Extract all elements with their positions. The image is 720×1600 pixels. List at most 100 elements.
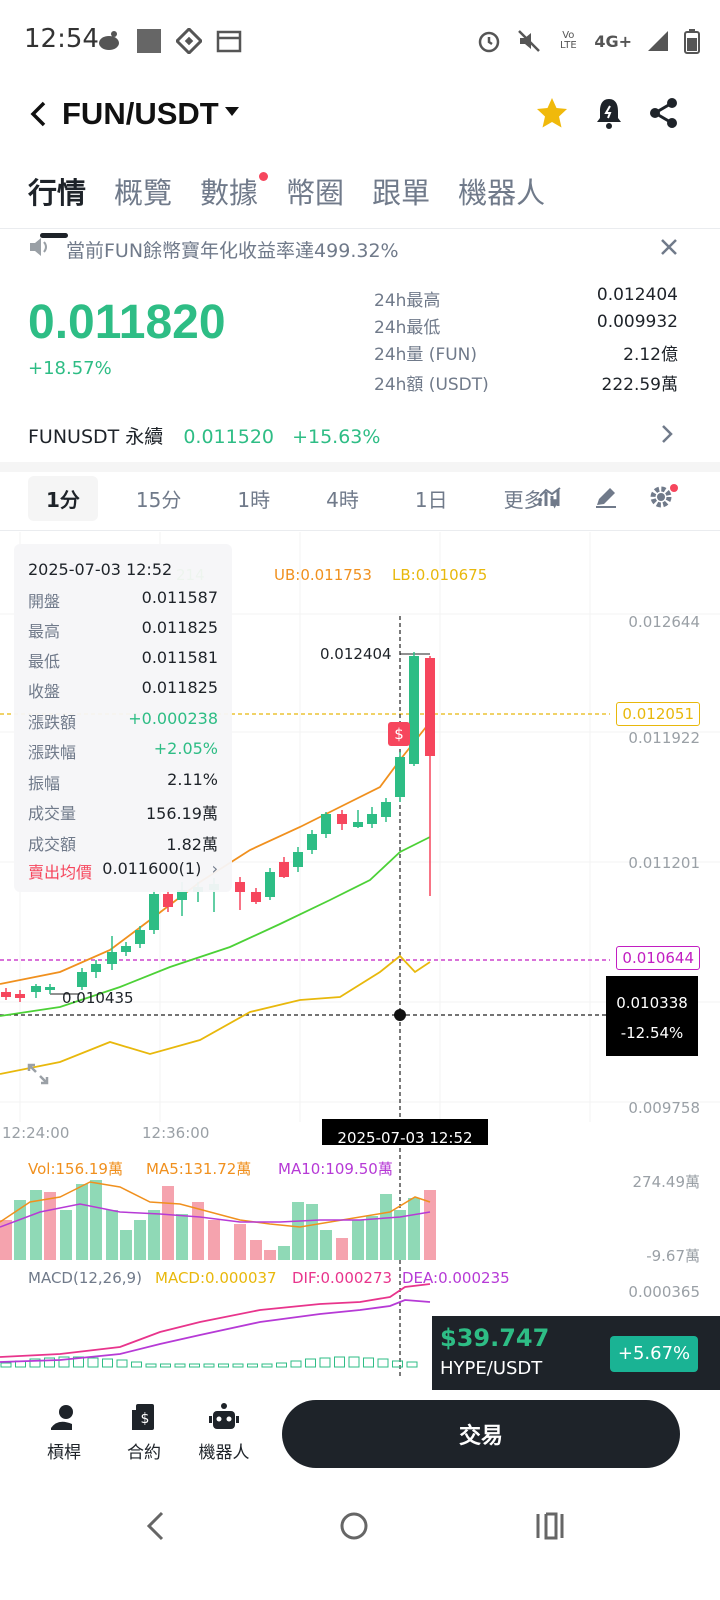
battery-icon	[684, 29, 700, 54]
candle-body	[91, 964, 101, 972]
timeframe-selector: 1分 15分 1時 4時 1日 更多 ▼	[28, 476, 577, 521]
macd-histogram-bar	[363, 1357, 374, 1368]
notice-text[interactable]: 當前FUN餘幣寶年化收益率達499.32%	[66, 240, 399, 262]
volume-bar	[14, 1200, 26, 1260]
volume-bar	[320, 1230, 332, 1260]
low-marker-label: 0.010435	[62, 989, 134, 1007]
back-arrow-icon[interactable]	[28, 100, 50, 128]
tooltip-sell-avg-value: 0.011600(1)	[102, 859, 202, 878]
tab-overview[interactable]: 概覽	[114, 176, 173, 210]
leverage-label: 槓桿	[47, 1443, 81, 1463]
floating-ticker[interactable]: $39.747 HYPE/USDT +5.67%	[432, 1316, 720, 1390]
macd-histogram-bar	[131, 1361, 142, 1368]
pair-dropdown-icon[interactable]	[224, 106, 240, 118]
macd-histogram-bar	[44, 1357, 55, 1368]
nav-back-icon[interactable]	[142, 1510, 170, 1542]
macd-histogram-bar	[247, 1363, 258, 1368]
macd-axis-top: 0.000365	[628, 1283, 700, 1301]
section-divider	[0, 462, 720, 472]
candle-body	[177, 890, 187, 900]
macd-dif: DIF:0.000273	[292, 1269, 393, 1287]
tab-square[interactable]: 幣圈	[286, 176, 345, 210]
macd-histogram-bar	[392, 1360, 403, 1368]
tf-1m[interactable]: 1分	[28, 476, 98, 521]
nav-recents-icon[interactable]	[534, 1510, 566, 1542]
crosshair-price: 0.010338	[616, 994, 688, 1012]
lb-label: LB:0.010675	[392, 566, 488, 584]
macd-histogram-bar	[29, 1358, 41, 1368]
volume-bar	[106, 1210, 118, 1260]
price-axis-2: 0.011922	[628, 729, 700, 747]
nav-home-icon[interactable]	[338, 1510, 370, 1542]
stat-turnover-label: 24h額 (USDT)	[374, 375, 489, 395]
pair-title[interactable]: FUN/USDT	[62, 96, 219, 131]
lb-price-tag: 0.010644	[616, 946, 700, 970]
candle-body	[121, 946, 131, 952]
sell-marker-icon[interactable]: $	[388, 722, 410, 746]
tooltip-amplitude-value: 2.11%	[167, 770, 218, 789]
stat-volume-value: 2.12億	[623, 345, 678, 365]
tf-1h[interactable]: 1時	[237, 488, 271, 512]
tf-more[interactable]: 更多 ▼	[486, 476, 578, 521]
stat-low-value: 0.009932	[596, 312, 678, 332]
candle-info-tooltip: 2025-07-03 12:52 開盤 0.011587 最高 0.011825 最…	[14, 544, 232, 892]
tooltip-amplitude-label: 振幅	[28, 774, 61, 793]
status-system-icons: Vo LTE 4G+	[476, 28, 700, 54]
time-axis-2: 12:36:00	[142, 1124, 210, 1142]
tab-data-label: 數據	[200, 176, 259, 210]
high-marker-label: 0.012404	[320, 645, 392, 663]
volume-bar	[30, 1190, 42, 1260]
volume-bar	[90, 1180, 102, 1260]
volume-axis-top: 274.49萬	[632, 1173, 701, 1191]
tf-1d[interactable]: 1日	[414, 488, 448, 512]
time-axis-1: 12:24:00	[2, 1124, 70, 1142]
trade-button[interactable]: 交易	[282, 1400, 680, 1468]
tab-market[interactable]: 行情	[28, 170, 86, 238]
chevron-right-icon[interactable]	[660, 424, 674, 444]
price-alert-bell-icon[interactable]	[594, 96, 624, 130]
macd-histogram-bar	[145, 1363, 157, 1368]
favorite-star-icon[interactable]	[534, 96, 570, 130]
perpetual-row[interactable]: FUNUSDT 永續 0.011520 +15.63%	[28, 422, 380, 449]
stat-turnover-value: 222.59萬	[601, 375, 678, 395]
volume-bar	[250, 1240, 262, 1260]
bots-button[interactable]: 機器人	[184, 1402, 264, 1463]
candle-body	[31, 986, 41, 992]
speaker-icon	[30, 238, 47, 256]
tooltip-close-label: 收盤	[28, 682, 61, 701]
price-change-pct: +18.57%	[28, 358, 112, 379]
robot-icon	[209, 1403, 239, 1429]
crosshair-price-box: 0.010338 -12.54%	[606, 976, 698, 1056]
leverage-button[interactable]: 槓桿	[24, 1402, 104, 1463]
indicator-icon[interactable]	[538, 486, 564, 508]
fullscreen-expand-icon[interactable]	[26, 1062, 50, 1086]
tf-15m[interactable]: 15分	[135, 488, 182, 512]
chart-settings-gear-icon[interactable]	[648, 484, 678, 510]
tooltip-change-value: +0.000238	[128, 709, 218, 728]
candle-body	[163, 894, 173, 907]
volume-bar	[366, 1216, 378, 1260]
tooltip-turnover-value: 1.82萬	[166, 835, 218, 854]
macd-histogram-bar	[160, 1363, 171, 1368]
volume-bar	[234, 1224, 246, 1260]
tooltip-change-pct-label: 漲跌幅	[28, 743, 77, 762]
contract-button[interactable]: $ 合約	[104, 1402, 184, 1463]
volume-bar	[424, 1190, 436, 1260]
tf-4h[interactable]: 4時	[326, 488, 359, 512]
macd-histogram-bar	[73, 1356, 84, 1368]
draw-pencil-icon[interactable]	[594, 486, 618, 508]
tooltip-volume-value: 156.19萬	[146, 804, 218, 823]
volume-ma10-label: MA10:109.50萬	[278, 1160, 393, 1178]
volume-bar	[380, 1194, 392, 1260]
leverage-icon	[51, 1405, 73, 1430]
share-icon[interactable]	[648, 96, 680, 130]
status-notification-icons	[96, 28, 242, 54]
close-notice-icon[interactable]	[660, 238, 678, 256]
tab-data[interactable]: 數據	[200, 170, 269, 228]
tooltip-sell-avg-row[interactable]: 賣出均價 0.011600(1) ›	[28, 859, 218, 883]
tab-bots[interactable]: 機器人	[458, 176, 546, 210]
volume-bar	[148, 1210, 160, 1260]
tab-copy-trading[interactable]: 跟單	[372, 176, 431, 210]
volume-bar	[44, 1192, 56, 1260]
crosshair-dot	[394, 1009, 406, 1021]
